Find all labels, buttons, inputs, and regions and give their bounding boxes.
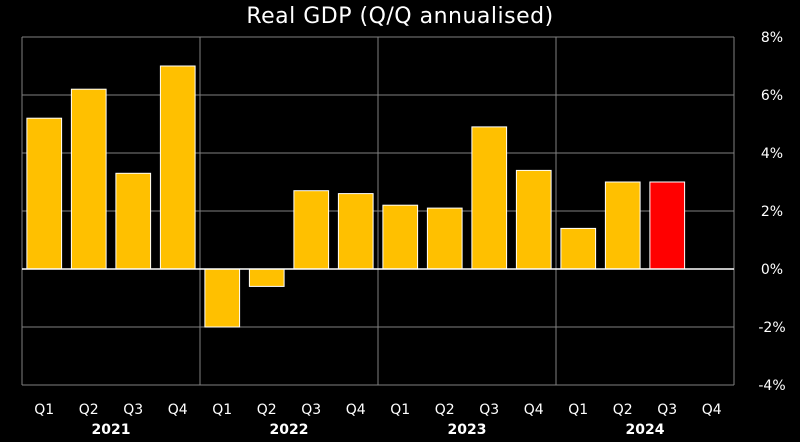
bar-14 bbox=[604, 181, 641, 270]
x-tick-label: Q2 bbox=[435, 402, 455, 418]
x-tick-label: Q4 bbox=[702, 402, 722, 418]
y-axis-ticks: 8% 6% 4% 2% 0% -2% -4% bbox=[758, 30, 785, 394]
y-tick-label: 0% bbox=[761, 262, 783, 278]
y-tick-label: 4% bbox=[761, 146, 783, 162]
x-axis-ticks: Q1 Q2 Q3 Q4 Q1 Q2 Q3 Q4 Q1 Q2 Q3 Q4 Q1 Q2 Q3 Q4 bbox=[34, 402, 722, 418]
x-tick-label: Q2 bbox=[613, 402, 633, 418]
year-label: 2023 bbox=[448, 422, 487, 438]
x-tick-label: Q3 bbox=[657, 402, 677, 418]
y-tick-label: 2% bbox=[761, 204, 783, 220]
bar-12 bbox=[515, 169, 552, 270]
bar-15 bbox=[649, 181, 686, 270]
bar-4 bbox=[159, 65, 196, 270]
x-tick-label: Q1 bbox=[568, 402, 588, 418]
x-tick-label: Q1 bbox=[34, 402, 54, 418]
bar-9 bbox=[382, 204, 419, 270]
chart-title: Real GDP (Q/Q annualised) bbox=[246, 4, 554, 29]
x-tick-label: Q3 bbox=[301, 402, 321, 418]
gridlines bbox=[21, 36, 735, 386]
bar-6 bbox=[248, 268, 285, 287]
bar-7 bbox=[293, 190, 330, 270]
x-tick-label: Q2 bbox=[257, 402, 277, 418]
bar-8 bbox=[337, 193, 374, 270]
y-tick-label: -2% bbox=[758, 320, 785, 336]
x-tick-label: Q4 bbox=[346, 402, 366, 418]
bar-1 bbox=[26, 117, 63, 270]
bars bbox=[26, 65, 686, 328]
x-tick-label: Q4 bbox=[168, 402, 188, 418]
bar-13 bbox=[560, 227, 597, 270]
x-tick-label: Q3 bbox=[123, 402, 143, 418]
bar-11 bbox=[471, 126, 508, 270]
bar-3 bbox=[115, 172, 152, 270]
x-tick-label: Q2 bbox=[79, 402, 99, 418]
y-tick-label: -4% bbox=[758, 378, 785, 394]
year-label: 2022 bbox=[270, 422, 309, 438]
bar-2 bbox=[70, 88, 107, 270]
x-tick-label: Q1 bbox=[390, 402, 410, 418]
y-tick-label: 8% bbox=[761, 30, 783, 46]
year-label: 2021 bbox=[92, 422, 131, 438]
x-tick-label: Q4 bbox=[524, 402, 544, 418]
bar-5 bbox=[204, 268, 241, 328]
y-tick-label: 6% bbox=[761, 88, 783, 104]
bar-10 bbox=[426, 207, 463, 270]
x-tick-label: Q1 bbox=[212, 402, 232, 418]
year-labels: 2021 2022 2023 2024 bbox=[92, 422, 665, 438]
year-label: 2024 bbox=[626, 422, 665, 438]
x-tick-label: Q3 bbox=[479, 402, 499, 418]
